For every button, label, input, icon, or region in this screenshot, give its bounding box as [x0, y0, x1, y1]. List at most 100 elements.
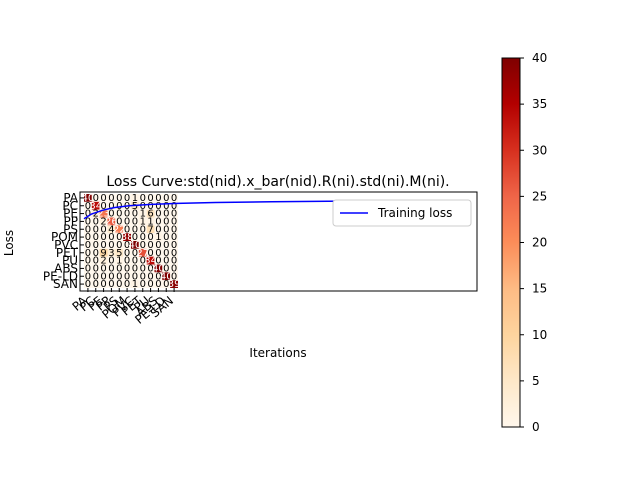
- heatmap-cell-value: 0: [93, 248, 99, 259]
- heatmap-cell: [154, 201, 163, 210]
- heatmap-cell: [91, 241, 100, 249]
- heatmap-cell-value: 27: [136, 248, 149, 259]
- heatmap-cell: [84, 264, 92, 273]
- heatmap-cell: [162, 225, 171, 234]
- heatmap-cell: [91, 264, 100, 273]
- heatmap-cell-value: 0: [140, 232, 146, 243]
- heatmap-cell-value: 1: [116, 256, 122, 267]
- heatmap-cell: [162, 280, 171, 288]
- row-tick-label: PE-LD: [43, 269, 78, 283]
- heatmap-cell: [146, 264, 155, 273]
- heatmap-cell: [99, 194, 108, 202]
- heatmap-cell-value: 0: [93, 216, 99, 227]
- heatmap-cell: [146, 280, 155, 288]
- heatmap-cell: [131, 217, 139, 226]
- heatmap-cell-value: 39: [168, 279, 181, 290]
- heatmap-cell: [107, 272, 116, 281]
- heatmap-cell: [131, 272, 139, 281]
- heatmap-cell: [170, 248, 178, 257]
- heatmap-cell-value: 34: [89, 201, 102, 212]
- heatmap-cell: [99, 225, 108, 234]
- heatmap-cell-value: 0: [85, 224, 91, 235]
- heatmap-cell-value: 3: [108, 248, 114, 259]
- heatmap-cell: [99, 209, 108, 218]
- heatmap-cell: [91, 225, 100, 234]
- heatmap-cell: [170, 256, 178, 265]
- heatmap-cell: [99, 217, 108, 226]
- heatmap-cell: [115, 256, 124, 265]
- heatmap-cell-value: 0: [108, 279, 114, 290]
- heatmap-cell: [84, 233, 92, 241]
- heatmap-cell-value: 0: [163, 224, 169, 235]
- heatmap-cell-value: 0: [163, 193, 169, 204]
- heatmap-cell-value: 0: [85, 248, 91, 259]
- heatmap-cell: [162, 209, 171, 218]
- heatmap-cell-value: 0: [132, 271, 138, 282]
- heatmap-cell-value: 0: [93, 232, 99, 243]
- heatmap-cell-value: 9: [100, 248, 106, 259]
- heatmap-cell-value: 0: [155, 216, 161, 227]
- heatmap-cell: [138, 264, 147, 273]
- heatmap-cell-value: 0: [155, 279, 161, 290]
- heatmap-cell-value: 0: [155, 209, 161, 220]
- heatmap-cell-value: 0: [100, 224, 106, 235]
- heatmap-cell: [162, 248, 171, 257]
- colorbar-gradient: [501, 57, 521, 428]
- heatmap-cell: [131, 194, 139, 202]
- heatmap-cell-value: 0: [124, 279, 130, 290]
- heatmap-cell-value: 0: [163, 279, 169, 290]
- heatmap-cell: [146, 209, 155, 218]
- row-tick-label: SAN: [53, 277, 78, 291]
- heatmap-cell-value: 26: [105, 216, 118, 227]
- heatmap-cell: [131, 241, 139, 249]
- heatmap-cell-value: 0: [116, 209, 122, 220]
- heatmap-cell: [154, 194, 163, 202]
- colorbar-tick-label: 35: [532, 97, 547, 111]
- heatmap-cell-value: 0: [124, 263, 130, 274]
- heatmap-cell: [170, 194, 178, 202]
- heatmap-cell: [84, 209, 92, 218]
- heatmap-cell-value: 40: [129, 240, 142, 251]
- heatmap-cell: [84, 217, 92, 226]
- heatmap-cell: [138, 280, 147, 288]
- colorbar-tick-label: 25: [532, 189, 547, 203]
- heatmap-cell-value: 0: [155, 240, 161, 251]
- heatmap-cell-value: 0: [140, 193, 146, 204]
- heatmap-cell-value: 0: [163, 240, 169, 251]
- heatmap-cell: [115, 264, 124, 273]
- heatmap-cell-value: 0: [108, 232, 114, 243]
- heatmap-cell-value: 0: [140, 201, 146, 212]
- heatmap-cell: [146, 233, 155, 241]
- heatmap-cell-value: 0: [132, 209, 138, 220]
- heatmap-cell-value: 2: [100, 216, 106, 227]
- heatmap-cell-value: 0: [124, 248, 130, 259]
- heatmap-cell: [107, 217, 116, 226]
- heatmap-cell: [154, 256, 163, 265]
- colorbar-tick-label: 20: [532, 236, 547, 250]
- heatmap-cell: [146, 217, 155, 226]
- y-axis-label: Loss: [2, 230, 16, 256]
- heatmap-cell-value: 0: [147, 201, 153, 212]
- heatmap-cell-value: 40: [152, 263, 165, 274]
- heatmap-cell-value: 0: [171, 216, 177, 227]
- heatmap-cell-value: 0: [100, 232, 106, 243]
- heatmap-cell-value: 0: [140, 263, 146, 274]
- heatmap-cell: [99, 272, 108, 281]
- heatmap-cell-value: 0: [155, 201, 161, 212]
- heatmap-cell-value: 0: [171, 232, 177, 243]
- heatmap-cell: [91, 280, 100, 288]
- plot-frame: [79, 191, 478, 292]
- heatmap-cell: [170, 280, 178, 288]
- heatmap-cell: [131, 248, 139, 257]
- heatmap-cell: [115, 225, 124, 234]
- heatmap-cell-value: 0: [100, 279, 106, 290]
- heatmap-cell: [84, 225, 92, 234]
- heatmap-cell-value: 38: [121, 232, 134, 243]
- heatmap-cell: [84, 272, 92, 281]
- heatmap-cell: [138, 201, 147, 210]
- heatmap-cell-value: 0: [171, 271, 177, 282]
- heatmap-cell-value: 0: [155, 248, 161, 259]
- heatmap-cell-value: 0: [108, 201, 114, 212]
- heatmap-cell-value: 0: [163, 216, 169, 227]
